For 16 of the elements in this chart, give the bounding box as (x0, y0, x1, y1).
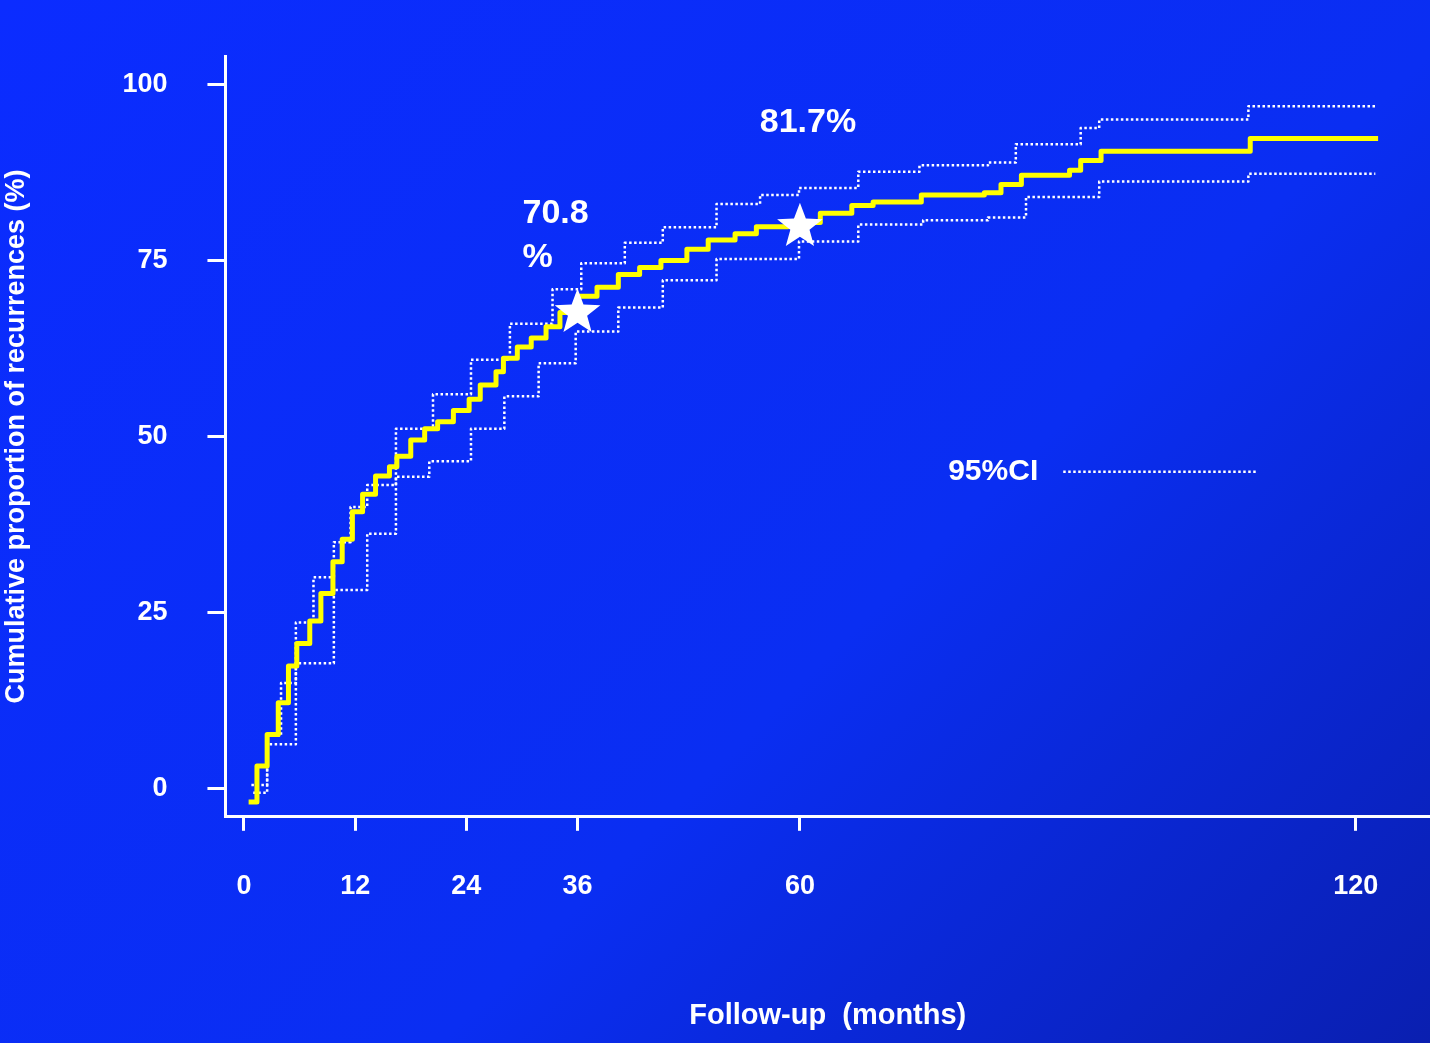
y-tick-label: 50 (137, 419, 168, 450)
x-tick-label: 24 (451, 870, 482, 901)
annotation: 81.7% (759, 100, 857, 139)
x-tick-label: 120 (1333, 870, 1379, 901)
y-tick-label: 0 (152, 772, 168, 803)
annotation: 70.8 % (522, 191, 589, 274)
x-axis-title: Follow-up (months) (689, 997, 967, 1030)
y-axis-title: Cumulative proportion of recurrences (%) (0, 169, 30, 704)
y-tick-label: 25 (137, 596, 168, 627)
x-tick-label: 60 (784, 870, 815, 901)
x-tick-label: 0 (236, 870, 252, 901)
y-tick-label: 100 (122, 67, 168, 98)
text: 95%CI (948, 452, 1039, 486)
x-tick-label: 36 (562, 870, 593, 901)
y-tick-label: 75 (137, 243, 168, 274)
x-tick-label: 12 (340, 870, 371, 901)
